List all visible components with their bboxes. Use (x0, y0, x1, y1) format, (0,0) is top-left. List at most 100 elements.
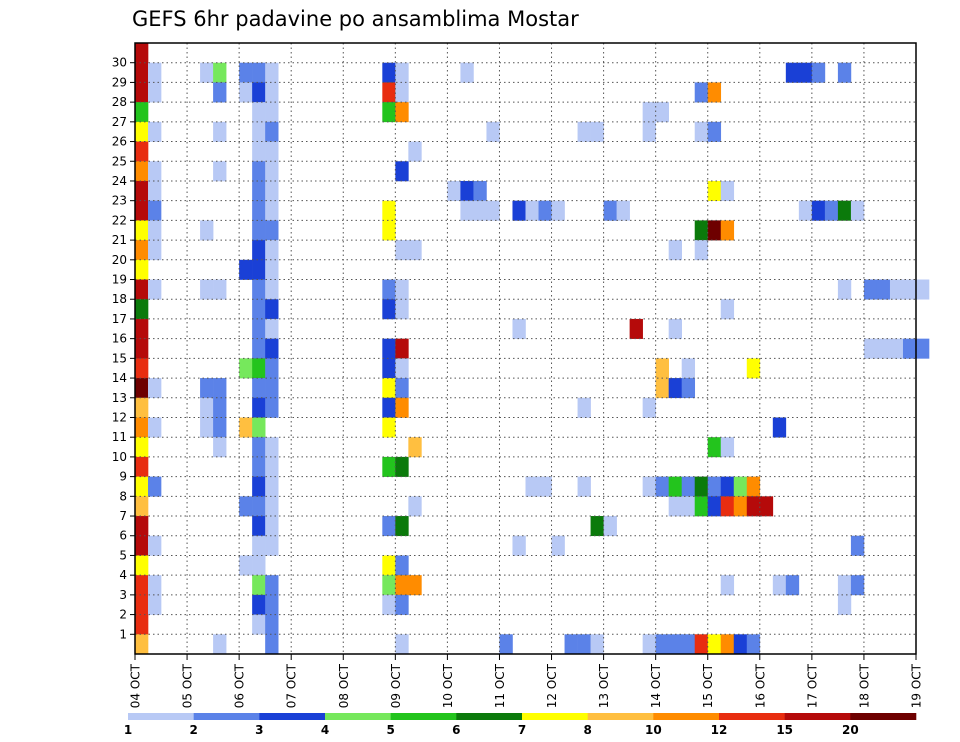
heatmap-cell (408, 240, 422, 261)
heatmap-cell (148, 82, 162, 103)
heatmap-cell (681, 476, 696, 497)
heatmap-cell (395, 575, 409, 596)
x-tick-label: 13 OCT (597, 663, 611, 708)
heatmap-cell (252, 555, 266, 576)
heatmap-cell (252, 259, 266, 280)
heatmap-cell (395, 279, 409, 300)
heatmap-cell (265, 141, 279, 162)
heatmap-cell (252, 614, 266, 635)
heatmap-cell (265, 516, 279, 537)
heatmap-cell (395, 338, 409, 359)
heatmap-cell (863, 338, 878, 359)
heatmap-cell (265, 575, 279, 596)
heatmap-cell (135, 437, 149, 458)
colorbar-label: 15 (776, 723, 793, 737)
heatmap-cell (668, 240, 682, 261)
heatmap-cell (707, 220, 722, 241)
heatmap-cell (252, 220, 266, 241)
heatmap-cell (265, 614, 279, 635)
heatmap-cell (694, 121, 709, 142)
heatmap-cell (720, 476, 735, 497)
heatmap-cell (395, 516, 409, 537)
colorbar-label: 2 (189, 723, 197, 737)
y-tick-label: 16 (112, 332, 127, 346)
heatmap-cell (265, 456, 279, 477)
y-tick-label: 11 (112, 430, 127, 444)
y-tick-label: 9 (119, 470, 127, 484)
x-tick-label: 09 OCT (389, 663, 403, 708)
heatmap-cell (395, 240, 409, 261)
heatmap-cell (642, 476, 656, 497)
colorbar-swatch (653, 713, 720, 720)
heatmap-cell (720, 220, 735, 241)
heatmap-cell (746, 476, 761, 497)
y-tick-label: 24 (112, 174, 127, 188)
y-tick-label: 23 (112, 194, 127, 208)
heatmap-cell (382, 220, 396, 241)
heatmap-cell (382, 575, 396, 596)
heatmap-cell (265, 62, 279, 83)
x-tick-label: 19 OCT (910, 663, 924, 708)
y-tick-label: 18 (112, 292, 127, 306)
heatmap-cell (265, 161, 279, 182)
heatmap-cell (213, 62, 227, 83)
heatmap-cell (252, 82, 266, 103)
heatmap-cell (252, 141, 266, 162)
heatmap-cell (252, 318, 266, 339)
heatmap-cell (382, 200, 396, 221)
heatmap-cell (720, 496, 735, 517)
heatmap-cell (265, 180, 279, 201)
heatmap-cell (265, 378, 279, 399)
heatmap-cell (148, 575, 162, 596)
heatmap-cell (239, 496, 253, 517)
heatmap-cell (655, 358, 669, 379)
y-tick-label: 7 (119, 509, 127, 523)
x-axis-ticks: 04 OCT 05 OCT 06 OCT 07 OCT 08 OCT 09 OCT 10 O… (129, 654, 924, 708)
y-tick-label: 21 (112, 233, 127, 247)
heatmap-cell (265, 437, 279, 458)
heatmap-cell (148, 279, 162, 300)
heatmap-cell (252, 378, 266, 399)
heatmap-cell (798, 200, 813, 221)
heatmap-cell (746, 634, 761, 655)
heatmap-cell (395, 62, 409, 83)
heatmap-cell (447, 180, 461, 201)
heatmap-cell (265, 102, 279, 123)
heatmap-cell (382, 417, 396, 438)
heatmap-cell (200, 397, 214, 418)
heatmap-cell (252, 299, 266, 320)
heatmap-cell (655, 634, 669, 655)
heatmap-cell (850, 575, 865, 596)
heatmap-cell (265, 338, 279, 359)
heatmap-cell (733, 634, 748, 655)
heatmap-cell (551, 535, 565, 556)
heatmap-cell (395, 299, 409, 320)
heatmap-cell (382, 279, 396, 300)
heatmap-cell (148, 417, 162, 438)
heatmap-cell (746, 496, 761, 517)
heatmap-cell (148, 220, 162, 241)
heatmap-cell (213, 437, 227, 458)
heatmap-cell (395, 397, 409, 418)
heatmap-cell (239, 417, 253, 438)
y-tick-label: 30 (112, 56, 127, 70)
heatmap-cell (135, 575, 149, 596)
heatmap-cell (850, 535, 865, 556)
heatmap-cell (213, 397, 227, 418)
heatmap-cell (382, 62, 396, 83)
heatmap-cell (135, 43, 149, 64)
colorbar-swatch (784, 713, 851, 720)
heatmap-cell (148, 161, 162, 182)
y-tick-label: 8 (119, 489, 127, 503)
heatmap-cell (876, 279, 891, 300)
heatmap-cell (655, 476, 669, 497)
heatmap-cell (785, 575, 800, 596)
colorbar-swatch (587, 713, 654, 720)
heatmap-cell (525, 200, 539, 221)
heatmap-cell (486, 200, 500, 221)
heatmap-cell (395, 378, 409, 399)
heatmap-cell (239, 62, 253, 83)
heatmap-cell (382, 378, 396, 399)
chart-title: GEFS 6hr padavine po ansamblima Mostar (132, 7, 579, 31)
